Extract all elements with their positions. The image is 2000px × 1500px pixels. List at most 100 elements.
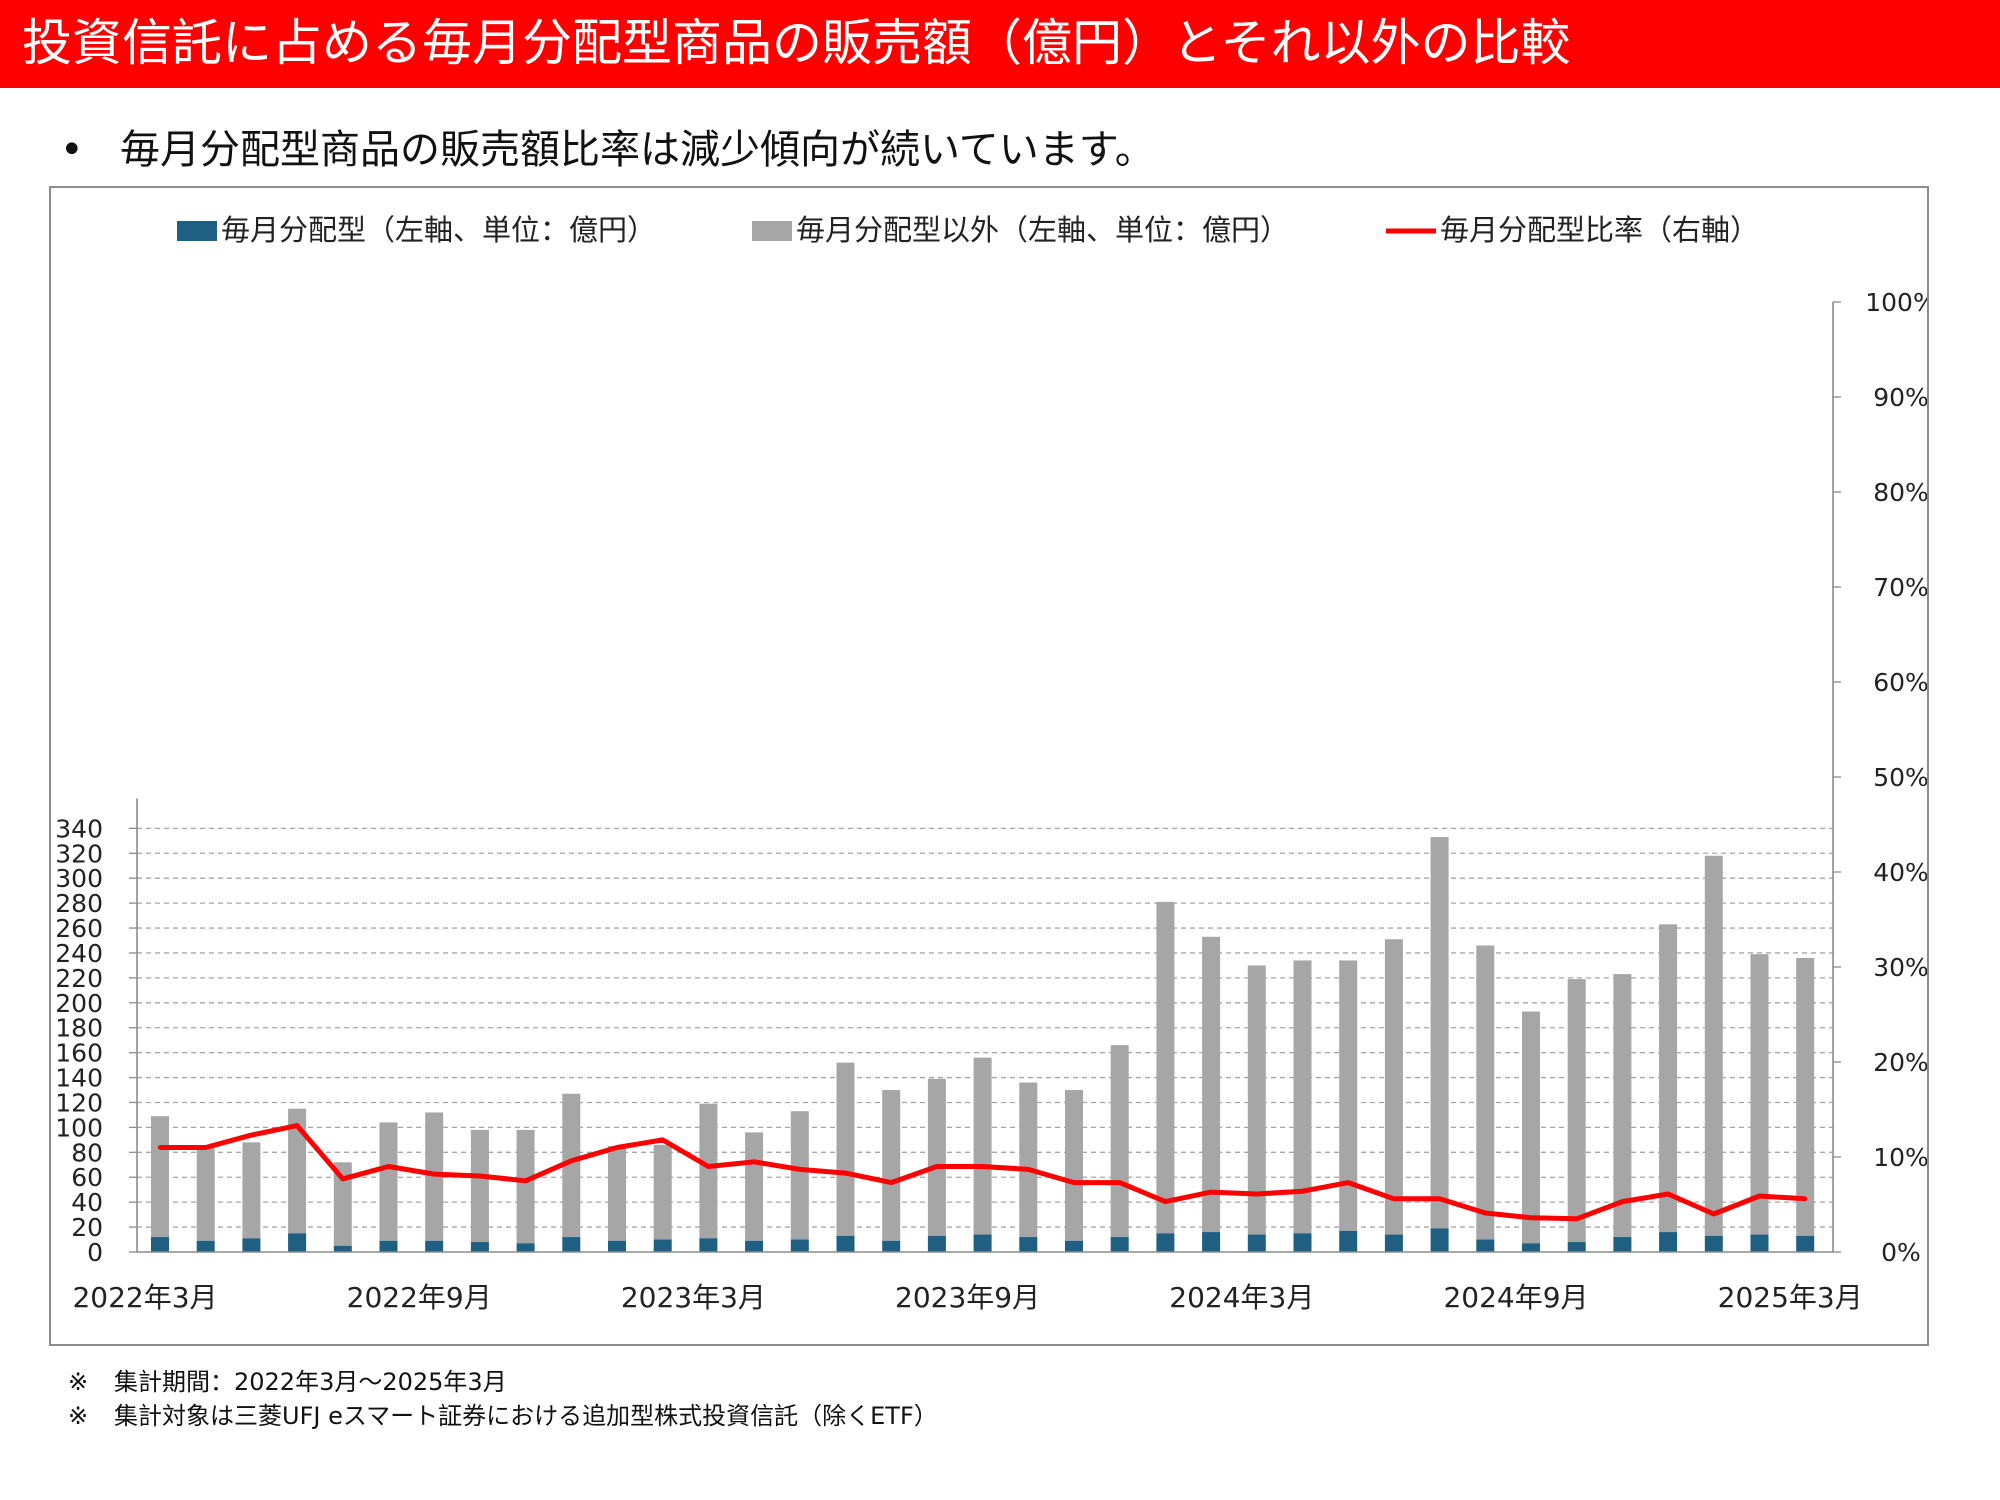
title-bar: 投資信託に占める毎月分配型商品の販売額（億円）とそれ以外の比較 [0, 0, 2000, 88]
left-tick-label: 40 [71, 1188, 103, 1217]
bar-monthly [288, 1233, 307, 1252]
footnote-scope: ※ 集計対象は三菱UFJ eスマート証券における追加型株式投資信託（除くETF） [68, 1399, 938, 1433]
bar-monthly [1384, 1234, 1403, 1252]
bar-other [1247, 965, 1266, 1235]
bar-other [699, 1103, 718, 1239]
left-tick-label: 220 [55, 964, 103, 993]
bar-other [470, 1129, 489, 1243]
left-axis-ticks: 0204060801001201401601802002202402602803… [55, 814, 137, 1267]
bar-other [562, 1093, 581, 1238]
bar-other [1476, 945, 1495, 1240]
legend-label-other: 毎月分配型以外（左軸、単位：億円） [796, 213, 1289, 247]
bar-monthly [790, 1239, 809, 1252]
bar-monthly [425, 1240, 444, 1252]
x-tick-label: 2022年9月 [347, 1281, 492, 1314]
ratio-point [934, 1164, 940, 1169]
left-tick-label: 200 [55, 989, 103, 1018]
left-tick-label: 80 [71, 1138, 103, 1167]
bar-monthly [927, 1235, 946, 1252]
bar-other [425, 1112, 444, 1241]
bar-other [608, 1146, 626, 1241]
bullet-dot: • [60, 127, 84, 173]
ratio-point [751, 1159, 757, 1164]
left-tick-label: 180 [55, 1014, 103, 1043]
summary-bullet: • 毎月分配型商品の販売額比率は減少傾向が続いています。 [60, 122, 1155, 178]
ratio-point [249, 1132, 254, 1138]
bar-other [1384, 939, 1403, 1235]
bar-other [1339, 960, 1358, 1231]
ratio-point [1254, 1191, 1260, 1197]
bar-monthly [1065, 1240, 1083, 1252]
ratio-point [980, 1164, 985, 1169]
ratio-point [1574, 1216, 1579, 1221]
left-tick-label: 100 [55, 1113, 103, 1142]
bar-monthly [1339, 1230, 1358, 1252]
ratio-point [1665, 1191, 1671, 1197]
footnotes: ※ 集計期間：2022年3月～2025年3月 ※ 集計対象は三菱UFJ eスマート証… [68, 1365, 938, 1433]
ratio-point [1026, 1167, 1031, 1172]
bar-other [1659, 924, 1678, 1233]
left-tick-label: 340 [55, 814, 103, 843]
legend-label-ratio: 毎月分配型比率（右軸） [1440, 213, 1759, 247]
bar-monthly [1476, 1239, 1495, 1252]
bar-other [379, 1122, 398, 1241]
bar-monthly [1522, 1243, 1540, 1252]
chart-axes [136, 302, 1834, 1253]
left-tick-label: 260 [55, 914, 103, 943]
x-tick-label: 2023年9月 [895, 1281, 1040, 1314]
ratio-point [1757, 1193, 1762, 1199]
x-axis-ticks: 2022年3月 2022年9月 2023年3月 2023年9月 2024年3月 2024年… [72, 1281, 1862, 1314]
bar-monthly [1293, 1233, 1312, 1252]
ratio-point [1528, 1215, 1534, 1221]
bar-monthly [973, 1234, 992, 1252]
bar-other [836, 1062, 855, 1236]
bar-other [653, 1144, 672, 1240]
bar-monthly [1247, 1234, 1266, 1252]
ratio-point [1117, 1180, 1122, 1185]
ratio-point [1803, 1196, 1808, 1201]
bar-other [196, 1146, 215, 1241]
bar-monthly [745, 1240, 764, 1252]
ratio-line-series [157, 1123, 1808, 1222]
left-tick-label: 240 [55, 939, 103, 968]
bar-monthly [1659, 1232, 1678, 1252]
left-tick-label: 140 [55, 1064, 103, 1093]
legend-swatch-monthly [177, 221, 217, 241]
bar-other [1750, 954, 1769, 1235]
bar-monthly [1202, 1232, 1221, 1252]
bar-other [1522, 1011, 1540, 1244]
note-mark: ※ [68, 1368, 89, 1396]
bar-monthly [836, 1235, 855, 1252]
x-tick-label: 2024年9月 [1443, 1281, 1588, 1314]
right-tick-label: 30% [1873, 953, 1927, 982]
bar-other [1567, 979, 1586, 1243]
note-mark: ※ [68, 1402, 89, 1430]
right-tick-label: 0% [1881, 1238, 1921, 1267]
chart-legend: 毎月分配型（左軸、単位：億円） 毎月分配型以外（左軸、単位：億円） 毎月分配型比… [177, 213, 1759, 247]
left-tick-label: 20 [71, 1213, 103, 1242]
bar-other [1065, 1090, 1083, 1241]
ratio-point [843, 1170, 848, 1176]
bar-other [151, 1116, 169, 1238]
legend-swatch-other [752, 221, 792, 241]
summary-text: 毎月分配型商品の販売額比率は減少傾向が続いています。 [120, 127, 1155, 173]
bar-monthly [1796, 1235, 1815, 1252]
bar-other [1110, 1045, 1129, 1238]
note-text: 集計対象は三菱UFJ eスマート証券における追加型株式投資信託（除くETF） [114, 1402, 938, 1430]
bar-monthly [608, 1240, 626, 1252]
bar-monthly [1750, 1234, 1769, 1252]
bar-monthly [196, 1240, 215, 1252]
ratio-point [1300, 1189, 1305, 1194]
right-tick-label: 50% [1873, 763, 1927, 792]
footnote-period: ※ 集計期間：2022年3月～2025年3月 [68, 1365, 938, 1399]
chart-frame: 毎月分配型（左軸、単位：億円） 毎月分配型以外（左軸、単位：億円） 毎月分配型比… [49, 186, 1937, 1346]
left-tick-label: 0 [87, 1238, 103, 1267]
bar-other [790, 1111, 809, 1240]
ratio-point [477, 1173, 483, 1179]
bar-other [242, 1142, 261, 1239]
x-tick-label: 2023年3月 [621, 1281, 766, 1314]
bar-other [1704, 855, 1723, 1236]
bar-monthly [470, 1242, 489, 1252]
bar-other [1019, 1082, 1038, 1238]
bar-monthly [1110, 1237, 1129, 1252]
